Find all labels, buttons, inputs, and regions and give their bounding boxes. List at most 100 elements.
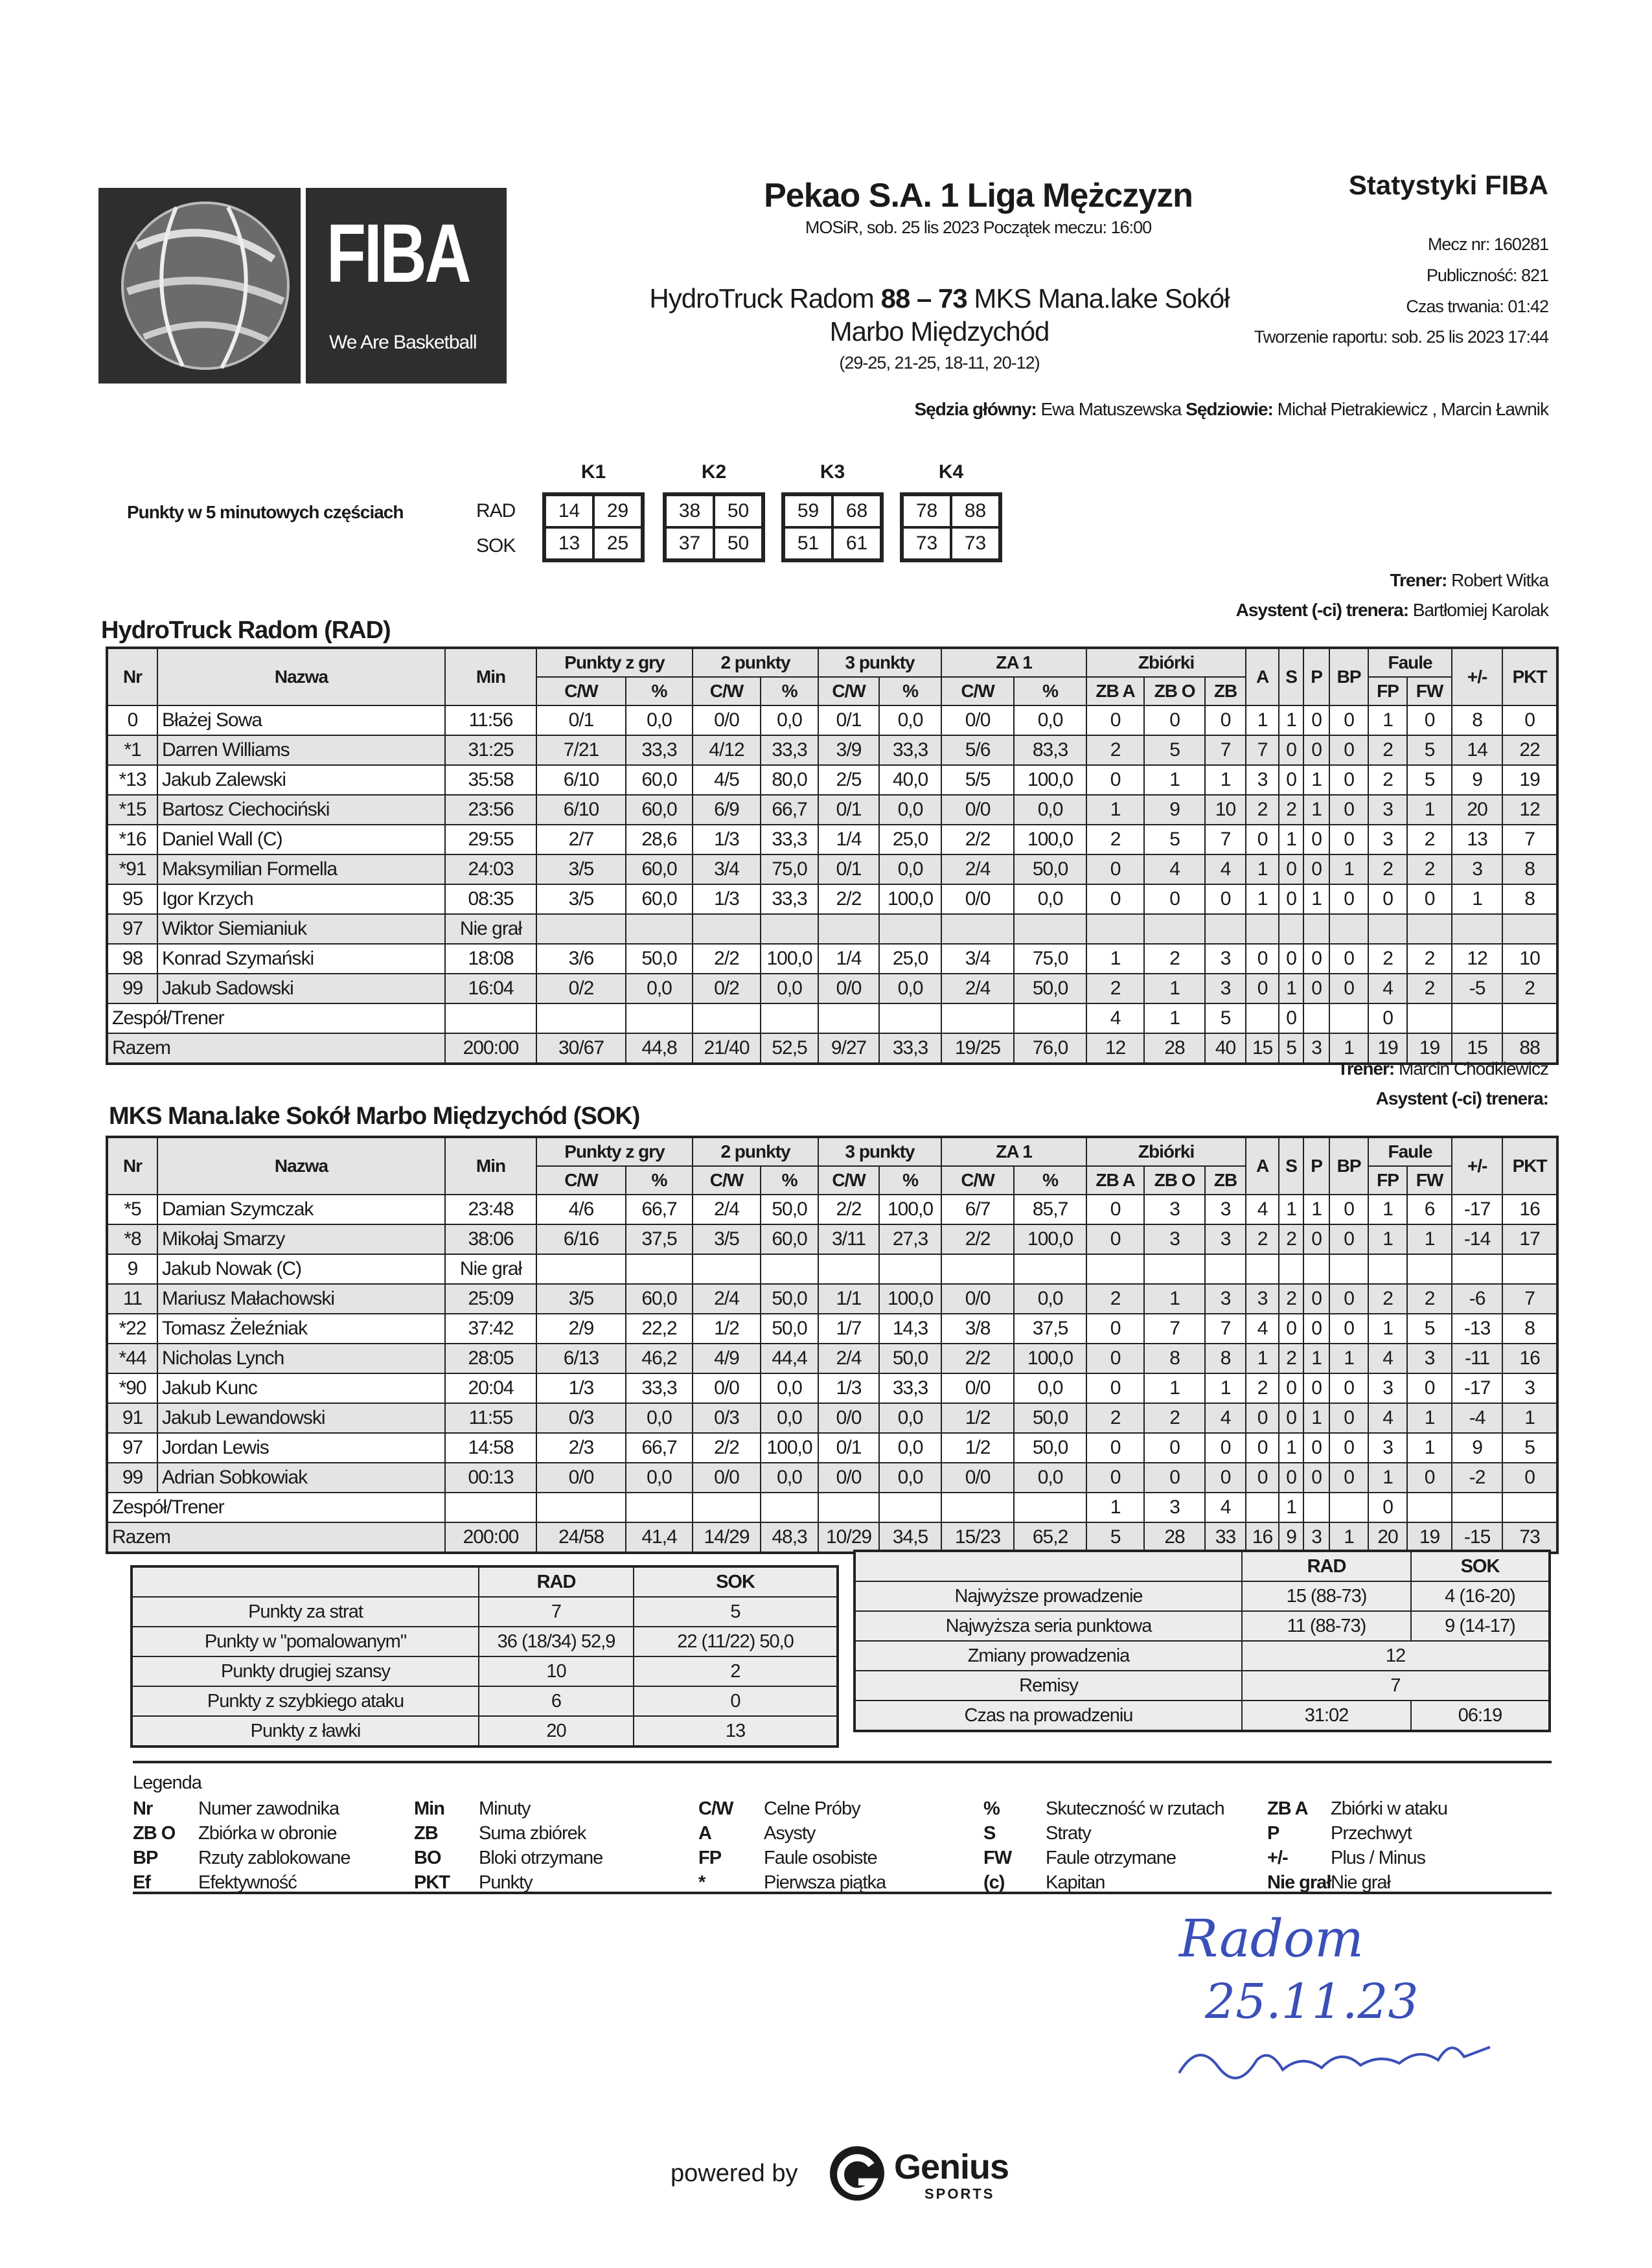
fiba-wordmark: FIBA <box>327 207 472 300</box>
summary-row: Zmiany prowadzenia 12 <box>854 1640 1550 1671</box>
stat-cell: 2 <box>1245 1373 1280 1404</box>
total-cell: 88 <box>1502 1033 1559 1064</box>
total-cell: 33,3 <box>878 1033 943 1064</box>
legend-code: C/W <box>698 1798 733 1819</box>
stat-cell: 2/2 <box>818 1194 880 1225</box>
stat-cell: 33,3 <box>878 1373 943 1404</box>
stat-cell <box>1143 913 1206 945</box>
stat-cell: 31:25 <box>444 735 537 766</box>
column-subheader: C/W <box>536 1165 626 1195</box>
team-row: Zespół/Trener 4 1 5 0 0 <box>106 1003 1559 1034</box>
stat-cell: 0,0 <box>1013 1283 1088 1314</box>
column-header: Zbiórki <box>1086 647 1247 678</box>
stat-cell: 33,3 <box>760 735 820 766</box>
stat-cell: 2/4 <box>692 1283 762 1314</box>
stat-cell: 3 <box>1143 1194 1206 1225</box>
stat-cell <box>1329 1254 1370 1285</box>
column-subheader: % <box>625 676 694 706</box>
stat-cell: 0 <box>1086 1373 1145 1404</box>
column-subheader: ZB A <box>1086 1165 1145 1195</box>
column-header: Faule <box>1368 1136 1453 1167</box>
stat-cell: 50,0 <box>1013 1432 1088 1463</box>
column-subheader: ZB A <box>1086 676 1145 706</box>
stat-cell: 3 <box>1368 1432 1408 1463</box>
report-created: Tworzenie raportu: sob. 25 lis 2023 17:4… <box>1254 327 1549 347</box>
stat-cell: 2/2 <box>818 884 880 915</box>
summary-value: 4 (16-20) <box>1410 1581 1550 1612</box>
stat-cell <box>1502 1492 1559 1523</box>
stat-cell: 1 <box>1245 1343 1280 1374</box>
stat-cell: 60,0 <box>625 884 694 915</box>
stat-cell: 1/2 <box>692 1313 762 1344</box>
match-number: Mecz nr: 160281 <box>1427 235 1549 254</box>
stats-title: Statystyki FIBA <box>1348 170 1548 200</box>
stat-cell: 22 <box>1502 735 1559 766</box>
player-number: 97 <box>106 913 158 945</box>
total-cell: 52,5 <box>760 1033 820 1064</box>
summary-label: Zmiany prowadzenia <box>854 1640 1243 1671</box>
stat-cell: 3/4 <box>941 943 1015 974</box>
stat-cell <box>1143 1254 1206 1285</box>
stat-cell: 3 <box>1143 1492 1206 1523</box>
stat-cell: 0 <box>1329 1224 1370 1255</box>
period-cell: 29 <box>593 495 642 527</box>
stat-cell: 2 <box>1368 735 1408 766</box>
stat-cell <box>1451 1003 1504 1034</box>
stat-cell: 3 <box>1204 1283 1247 1314</box>
total-cell: 5 <box>1086 1522 1145 1553</box>
stat-cell <box>941 1003 1015 1034</box>
stat-cell: 85,7 <box>1013 1194 1088 1225</box>
stat-cell: 16:04 <box>444 973 537 1004</box>
stat-cell: 9 <box>1451 764 1504 796</box>
column-header: Nr <box>106 647 158 706</box>
stat-cell: 3 <box>1502 1373 1559 1404</box>
legend-desc: Asysty <box>764 1823 816 1844</box>
stat-cell: 100,0 <box>1013 1224 1088 1255</box>
stat-cell: 2 <box>1086 1283 1145 1314</box>
legend-code: S <box>983 1823 996 1844</box>
total-cell: 15 <box>1245 1033 1280 1064</box>
stat-cell: 0 <box>1086 1224 1145 1255</box>
legend-code: BP <box>133 1848 158 1868</box>
stat-cell: 5 <box>1204 1003 1247 1034</box>
stat-cell: 4/12 <box>692 735 762 766</box>
column-subheader: ZB <box>1204 676 1247 706</box>
stat-cell: 3 <box>1143 1224 1206 1255</box>
legend-desc: Przechwyt <box>1331 1823 1412 1844</box>
stat-cell: 4 <box>1143 854 1206 885</box>
player-number: *91 <box>106 854 158 885</box>
genius-g-icon <box>830 2146 884 2201</box>
stat-cell: 1 <box>1278 824 1305 855</box>
stat-cell: 3 <box>1368 824 1408 855</box>
venue-line: MOSiR, sob. 25 lis 2023 Początek meczu: … <box>805 218 1152 237</box>
stat-cell <box>818 913 880 945</box>
column-header: 2 punkty <box>692 647 820 678</box>
stat-cell: 5/5 <box>941 764 1015 796</box>
player-row: 95 Igor Krzych 08:35 3/5 60,0 1/3 33,3 2/2 100,0… <box>106 884 1559 915</box>
stat-cell: 0 <box>1245 943 1280 974</box>
stat-cell: 3/5 <box>536 1283 626 1314</box>
summary-row: Punkty za strat 7 5 <box>131 1596 838 1627</box>
column-header: +/- <box>1451 647 1504 706</box>
sok-coach: Trener: Marcin Chodkiewicz <box>1337 1059 1549 1079</box>
period-cell: 37 <box>665 527 714 560</box>
stat-cell <box>1303 1254 1331 1285</box>
stat-cell <box>1245 1003 1280 1034</box>
stat-cell: 20:04 <box>444 1373 537 1404</box>
stat-cell: 20 <box>1451 794 1504 825</box>
legend-code: (c) <box>983 1872 1005 1893</box>
player-number: *22 <box>106 1313 158 1344</box>
stat-cell: 0 <box>1303 1313 1331 1344</box>
stat-cell: 9 <box>1143 794 1206 825</box>
stat-cell: 33,3 <box>625 1373 694 1404</box>
legend-code: ZB O <box>133 1823 176 1844</box>
stat-cell: 7/21 <box>536 735 626 766</box>
stat-cell: 1 <box>1245 705 1280 736</box>
player-number: 99 <box>106 973 158 1004</box>
total-cell: 3 <box>1303 1033 1331 1064</box>
stat-cell: 1 <box>1368 1462 1408 1493</box>
summary-row: Punkty drugiej szansy 10 2 <box>131 1656 838 1687</box>
stat-cell <box>625 1492 694 1523</box>
stat-cell: 0 <box>1329 1432 1370 1463</box>
stat-cell: 0 <box>1204 1432 1247 1463</box>
